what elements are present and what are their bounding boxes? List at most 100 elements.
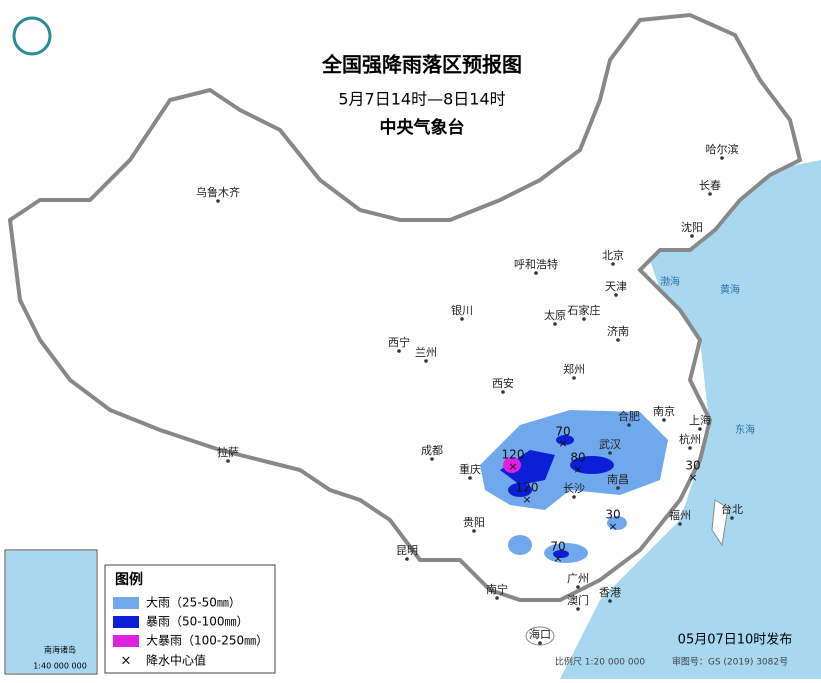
subtitle: 5月7日14时—8日14时: [338, 90, 505, 109]
city-label: 西安: [492, 376, 514, 390]
inset-label: 南海诸岛: [44, 645, 76, 655]
rain-centers: 70×120×80×120×30×30×70×: [502, 425, 701, 566]
title: 全国强降雨落区预报图: [321, 53, 522, 77]
inset-scale: 1:40 000 000: [33, 662, 87, 671]
rain-center-value: 70: [555, 425, 570, 439]
city-dot: [690, 234, 694, 238]
city-label: 澳门: [567, 593, 589, 607]
city-dot: [616, 486, 620, 490]
city-label: 北京: [602, 248, 624, 262]
city-dot: [611, 262, 615, 266]
city-dot: [720, 156, 724, 160]
city-dot: [572, 495, 576, 499]
legend-swatch: [113, 597, 139, 609]
city-label: 南京: [653, 404, 675, 418]
city-label: 西宁: [388, 335, 410, 349]
city-label: 合肥: [618, 409, 640, 423]
legend-item: 降水中心值: [146, 653, 206, 668]
rain-center-mark: ×: [522, 493, 531, 506]
rain-center-mark: ×: [508, 460, 517, 473]
city-dot: [576, 585, 580, 589]
city-dot: [688, 446, 692, 450]
city-label: 石家庄: [568, 303, 601, 317]
inset-sea: [6, 551, 96, 673]
city-label: 呼和浩特: [514, 257, 558, 271]
city-label: 海口: [529, 627, 551, 641]
rain-center-value: 120: [502, 448, 525, 462]
city-dot: [460, 317, 464, 321]
city-label: 重庆: [459, 462, 481, 476]
rain-center-value: 120: [516, 481, 539, 495]
city-label: 台北: [721, 502, 743, 516]
sea-label: 黄海: [720, 283, 740, 296]
rainstorm-area: [570, 456, 614, 474]
city-dot: [708, 192, 712, 196]
hainan: [525, 626, 555, 646]
city-dot: [397, 349, 401, 353]
city-dot: [627, 423, 631, 427]
city-dot: [468, 476, 472, 480]
city-dot: [472, 529, 476, 533]
city-label: 贵阳: [463, 516, 485, 529]
city-label: 长春: [699, 179, 721, 192]
city-dot: [495, 596, 499, 600]
legend-title: 图例: [115, 571, 143, 588]
taiwan: [711, 499, 729, 547]
city-label: 乌鲁木齐: [196, 185, 240, 199]
city-label: 上海: [689, 413, 711, 427]
city-label: 太原: [544, 309, 566, 322]
city-dot: [678, 522, 682, 526]
legend-cross: ×: [121, 654, 132, 669]
rainstorm-area: [556, 435, 574, 445]
rain-center-value: 30: [605, 508, 620, 522]
legend-swatch: [113, 635, 139, 647]
agency: 中央气象台: [380, 117, 465, 138]
city-label: 广州: [567, 572, 589, 585]
heavy-rain-area: [607, 516, 627, 530]
sea-label: 东海: [735, 423, 755, 436]
city-dot: [553, 322, 557, 326]
city-label: 福州: [669, 508, 691, 522]
rain-center-mark: ×: [558, 437, 567, 450]
city-dot: [608, 451, 612, 455]
city-dot: [226, 459, 230, 463]
city-label: 银川: [451, 303, 473, 317]
sea-label: 渤海: [660, 275, 680, 288]
legend-item: 暴雨（50-100㎜）: [146, 615, 249, 629]
city-dot: [534, 271, 538, 275]
rainstorm-area: [500, 450, 555, 485]
city-dot: [538, 641, 542, 645]
city-dot: [576, 607, 580, 611]
city-label: 武汉: [599, 438, 621, 451]
rain-center-mark: ×: [573, 463, 582, 476]
rain-center-value: 80: [570, 451, 585, 465]
city-label: 拉萨: [217, 445, 239, 459]
city-dot: [730, 516, 734, 520]
rain-center-mark: ×: [688, 471, 697, 484]
city-label: 南宁: [486, 582, 508, 596]
city-label: 香港: [599, 586, 621, 599]
legend-item: 大雨（25-50㎜）: [146, 596, 241, 610]
city-label: 兰州: [415, 346, 437, 359]
city-dot: [614, 293, 618, 297]
scale: 比例尺 1:20 000 000: [555, 656, 645, 668]
city-dot: [616, 338, 620, 342]
city-label: 杭州: [679, 432, 701, 446]
city-dot: [698, 427, 702, 431]
city-dot: [501, 390, 505, 394]
city-dot: [662, 418, 666, 422]
city-label: 南昌: [607, 473, 629, 486]
torrential-rain-area: [503, 457, 521, 473]
rain-center-mark: ×: [608, 520, 617, 533]
city-label: 哈尔滨: [706, 142, 739, 156]
city-label: 天津: [605, 280, 627, 293]
city-label: 济南: [607, 324, 629, 338]
city-dot: [608, 599, 612, 603]
city-label: 昆明: [396, 544, 418, 557]
sea: [560, 160, 821, 679]
city-label: 郑州: [563, 362, 585, 376]
rain-center-value: 30: [685, 459, 700, 473]
city-label: 成都: [421, 444, 443, 457]
